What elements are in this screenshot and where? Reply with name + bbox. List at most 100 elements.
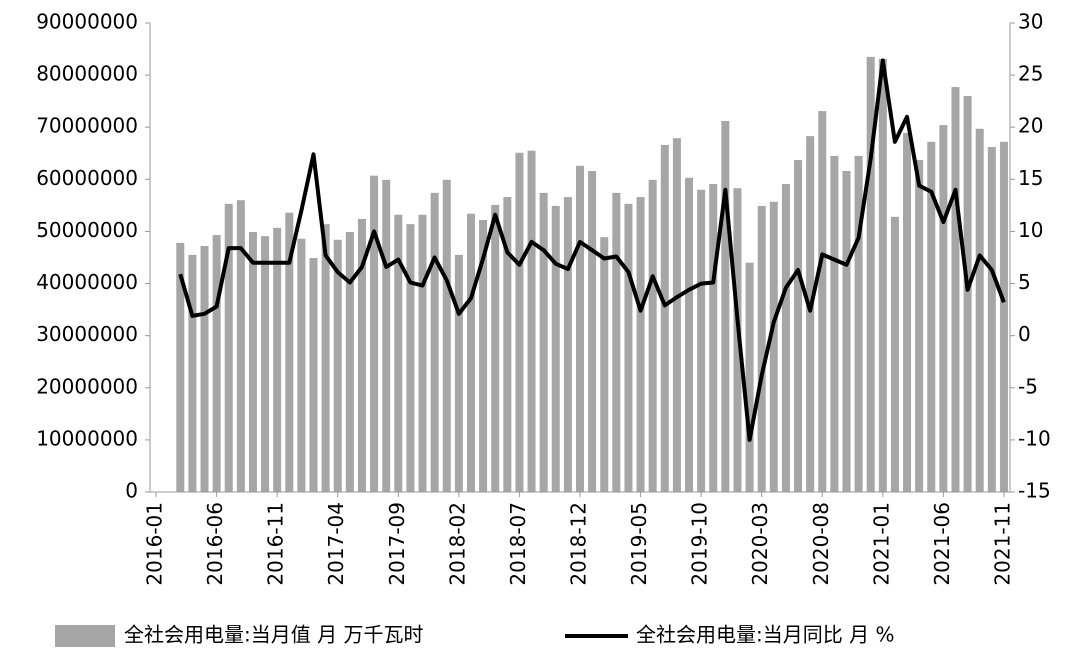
x-tick-label: 2021-11 [990, 502, 1014, 586]
x-tick-label: 2021-01 [869, 502, 893, 586]
y2-tick-label: 25 [1018, 62, 1043, 86]
bar [527, 150, 536, 492]
bar [503, 197, 512, 492]
bar [309, 258, 318, 492]
bar [685, 177, 694, 492]
y2-tick-label: 0 [1018, 322, 1031, 346]
bar [248, 231, 257, 492]
bar [854, 155, 863, 492]
bar [236, 200, 245, 492]
bar [491, 204, 500, 492]
bar [721, 120, 730, 493]
x-tick-label: 2018-02 [445, 502, 469, 586]
bar [261, 236, 270, 492]
y-tick-label: 60000000 [36, 166, 138, 190]
legend-label: 全社会用电量:当月值 月 万千瓦时 [124, 623, 423, 647]
y-tick-label: 20000000 [36, 374, 138, 398]
bar [333, 239, 342, 492]
x-tick-label: 2016-06 [203, 502, 227, 586]
bar [903, 132, 912, 492]
y2-tick-label: 5 [1018, 270, 1031, 294]
bar [285, 212, 294, 492]
bar [963, 95, 972, 492]
bar [176, 242, 185, 492]
y-tick-label: 40000000 [36, 270, 138, 294]
bar [648, 179, 657, 493]
bar [406, 224, 415, 492]
line [178, 58, 1006, 442]
bar [563, 197, 572, 492]
bar [200, 246, 209, 492]
y-tick-label: 30000000 [36, 322, 138, 346]
bar [188, 254, 197, 492]
bar [321, 224, 330, 492]
x-tick-label: 2019-10 [688, 502, 712, 586]
bar [224, 203, 233, 492]
y2-tick-label: -15 [1018, 479, 1051, 503]
x-tick-label: 2017-04 [324, 502, 348, 586]
bar [951, 87, 960, 492]
bar [454, 254, 463, 492]
bar [709, 184, 718, 493]
y-tick-label: 0 [125, 479, 138, 503]
legend-label: 全社会用电量:当月同比 月 % [636, 623, 894, 647]
y-tick-label: 10000000 [36, 426, 138, 450]
bar [733, 188, 742, 493]
bar [636, 197, 645, 492]
y-tick-label: 70000000 [36, 114, 138, 138]
bar [345, 231, 354, 492]
bar [382, 179, 391, 493]
bar [818, 111, 827, 492]
x-tick-label: 2021-06 [930, 502, 954, 586]
bar [915, 160, 924, 492]
bar [939, 125, 948, 492]
x-tick-label: 2020-08 [809, 502, 833, 586]
x-tick-label: 2018-12 [567, 502, 591, 586]
bar [890, 216, 899, 492]
bar [697, 189, 706, 492]
bar [600, 237, 609, 492]
bar [757, 205, 766, 492]
x-tick-label: 2020-03 [748, 502, 772, 586]
y2-tick-label: 10 [1018, 218, 1043, 242]
bar [794, 160, 803, 492]
bar [999, 141, 1008, 492]
bar [660, 144, 669, 492]
bar [842, 170, 851, 493]
bar [357, 218, 366, 492]
bar [297, 238, 306, 492]
bar [745, 262, 754, 492]
y2-tick-label: 30 [1018, 10, 1043, 34]
x-tick-label: 2016-11 [264, 502, 288, 586]
bar [866, 56, 875, 492]
bar [588, 170, 597, 493]
bar [624, 203, 633, 492]
bar [987, 147, 996, 492]
bar [273, 227, 282, 492]
y-tick-label: 80000000 [36, 62, 138, 86]
bar [975, 128, 984, 492]
bar [672, 138, 681, 492]
bar [515, 152, 524, 493]
bar [442, 179, 451, 493]
y-tick-label: 50000000 [36, 218, 138, 242]
bar [806, 136, 815, 492]
y2-tick-label: 15 [1018, 166, 1043, 190]
bar [927, 141, 936, 492]
y2-tick-label: 20 [1018, 114, 1043, 138]
x-tick-label: 2017-09 [385, 502, 409, 586]
bar [551, 205, 560, 492]
bar [418, 214, 427, 492]
y2-tick-label: -5 [1018, 374, 1038, 398]
bar [612, 192, 621, 493]
bar [466, 213, 475, 492]
y-tick-label: 90000000 [36, 10, 138, 34]
bar [430, 192, 439, 493]
bar [830, 155, 839, 492]
bar [370, 175, 379, 493]
bar [394, 214, 403, 492]
x-tick-label: 2016-01 [143, 502, 167, 586]
x-tick-label: 2019-05 [627, 502, 651, 586]
bar [576, 165, 584, 493]
